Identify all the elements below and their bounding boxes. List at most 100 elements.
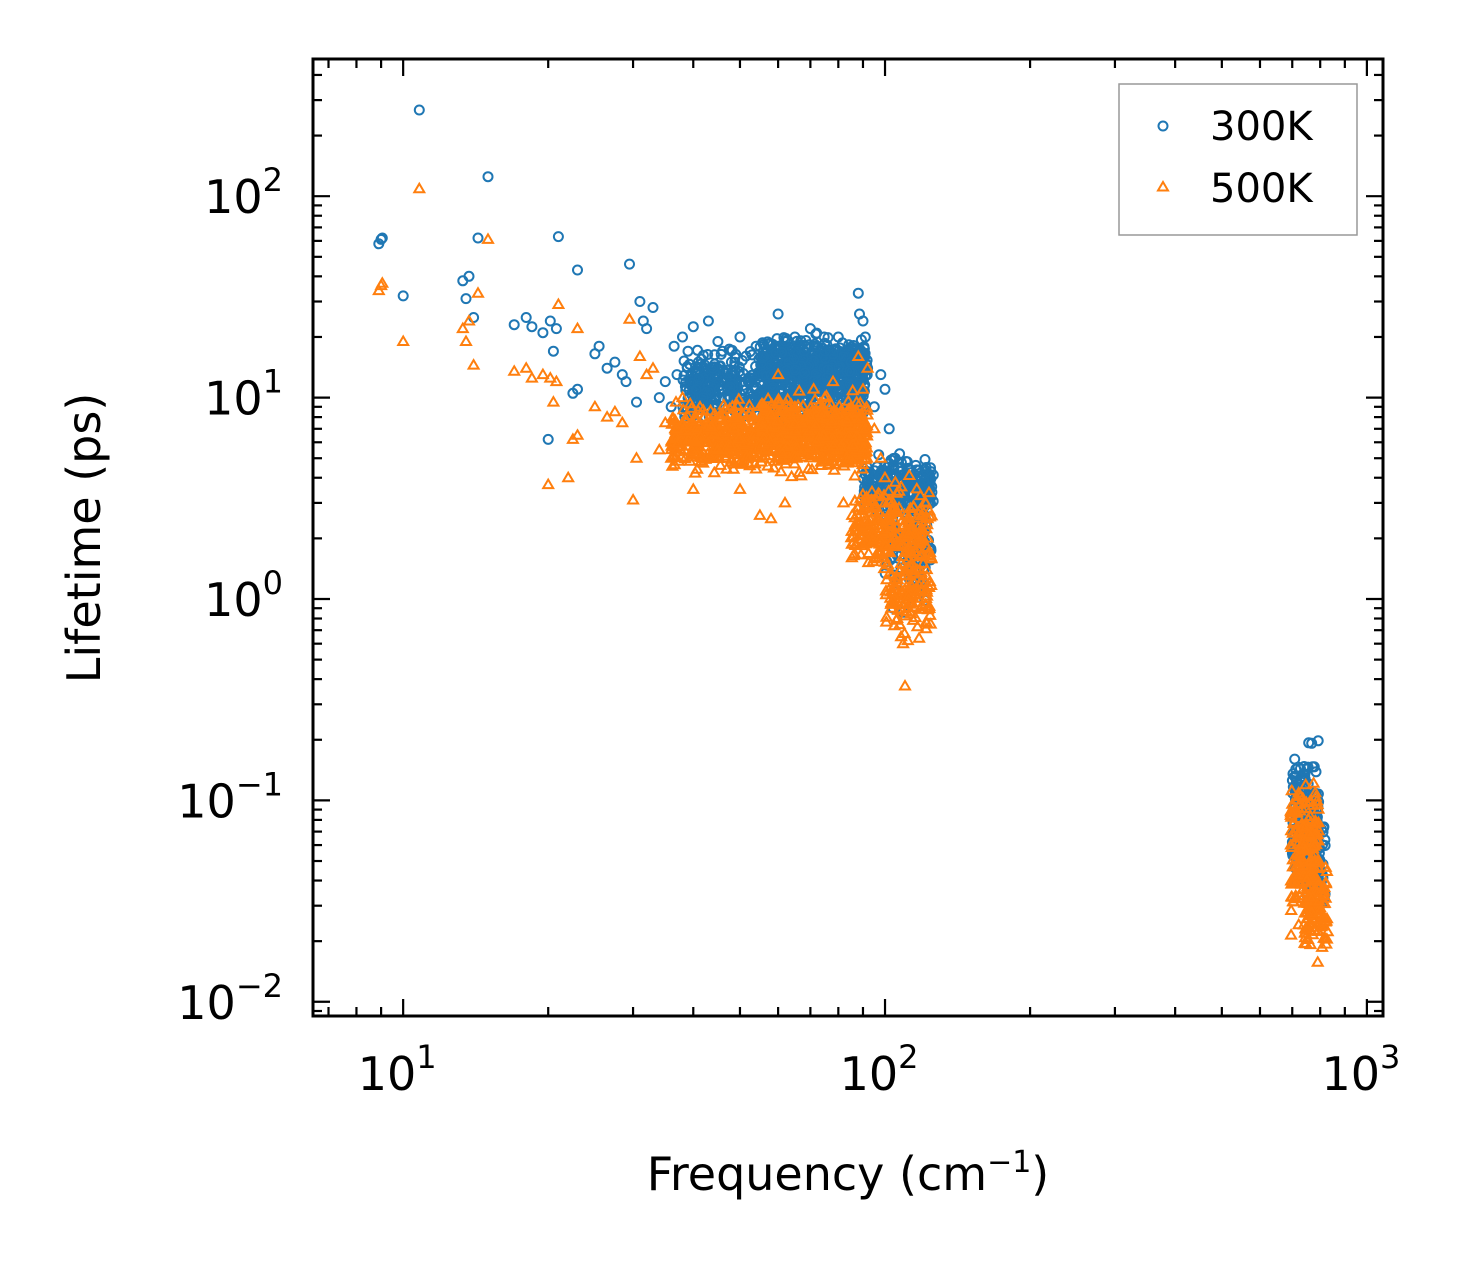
point-500k-621 — [739, 449, 754, 462]
point-500k-1400 — [883, 585, 898, 597]
point-500k-1738 — [622, 312, 637, 324]
point-300k-1633 — [526, 321, 538, 333]
point-500k-410 — [689, 440, 704, 453]
point-300k-1691 — [879, 383, 891, 395]
point-500k-1698 — [1304, 905, 1319, 918]
point-500k-525 — [730, 453, 745, 465]
point-300k-1634 — [537, 327, 549, 339]
point-300k-1624 — [413, 104, 425, 116]
point-300k-1639 — [552, 231, 564, 243]
point-300k-1681 — [832, 331, 844, 343]
point-300k-1632 — [520, 312, 532, 323]
point-500k-1030 — [827, 407, 842, 420]
point-300k-1525 — [1295, 763, 1306, 775]
point-300k-1661 — [682, 345, 694, 357]
point-500k-731 — [668, 413, 682, 425]
scatter-points — [372, 104, 1335, 967]
point-500k-1279 — [887, 501, 902, 513]
point-500k-730 — [716, 417, 730, 429]
point-300k-601 — [724, 381, 736, 393]
point-500k-993 — [797, 435, 811, 448]
legend-label-500k: 500K — [1210, 166, 1314, 212]
point-500k-1305 — [846, 548, 861, 561]
point-500k-1578 — [1299, 795, 1314, 808]
point-300k-1657 — [665, 401, 677, 413]
point-500k-1381 — [918, 575, 933, 587]
point-500k-1278 — [892, 484, 906, 496]
point-500k-517 — [713, 458, 728, 470]
point-500k-1020 — [849, 405, 864, 417]
point-500k-1287 — [881, 557, 895, 570]
point-500k-1755 — [764, 511, 778, 524]
point-500k-1716 — [459, 334, 473, 346]
point-500k-1042 — [790, 441, 804, 453]
point-300k-1664 — [698, 392, 709, 404]
point-500k-1717 — [462, 314, 476, 326]
point-500k-1267 — [867, 551, 881, 564]
point-500k-1610 — [1307, 869, 1322, 881]
point-300k-1645 — [601, 362, 613, 374]
point-500k-721 — [703, 449, 717, 461]
point-500k-1598 — [1292, 859, 1306, 871]
point-500k-1393 — [908, 565, 922, 578]
point-500k-1606 — [1284, 804, 1298, 816]
point-300k-604 — [724, 391, 736, 403]
point-500k-1053 — [824, 413, 839, 426]
point-300k-1665 — [702, 315, 714, 327]
point-500k-1187 — [845, 508, 859, 520]
point-300k-899 — [810, 368, 822, 380]
point-500k-1419 — [924, 551, 938, 564]
point-500k-886 — [801, 461, 816, 474]
point-500k-867 — [808, 392, 822, 405]
point-500k-1768 — [874, 451, 888, 463]
point-500k-1594 — [1296, 819, 1311, 832]
point-500k-1724 — [536, 367, 550, 380]
point-500k-497 — [749, 462, 763, 474]
point-500k-874 — [841, 429, 856, 441]
point-300k-1677 — [798, 345, 810, 357]
point-500k-1754 — [753, 508, 767, 520]
point-500k-1745 — [658, 415, 673, 428]
point-300k-1653 — [641, 323, 653, 335]
point-300k-1671 — [742, 376, 754, 388]
point-500k-1372 — [923, 608, 937, 620]
point-300k-1254 — [869, 472, 881, 484]
point-500k-486 — [733, 455, 747, 468]
point-500k-736 — [732, 431, 746, 444]
point-500k-725 — [727, 410, 741, 423]
point-500k-1390 — [919, 591, 933, 603]
point-500k-1062 — [780, 439, 795, 452]
point-300k-1659 — [671, 369, 683, 381]
point-300k-1692 — [883, 423, 895, 435]
point-500k-671 — [708, 441, 723, 453]
point-500k-1243 — [911, 536, 926, 549]
point-500k-1443 — [1284, 928, 1298, 940]
point-500k-1587 — [1292, 811, 1306, 823]
point-300k-1622 — [376, 232, 388, 244]
point-300k-465 — [680, 376, 692, 388]
point-300k-1627 — [463, 270, 475, 282]
point-500k-1759 — [803, 410, 818, 422]
point-300k-1024 — [799, 367, 811, 379]
point-500k-533 — [726, 462, 741, 474]
point-500k-652 — [734, 437, 749, 450]
point-500k-1300 — [875, 521, 890, 534]
point-500k-1619 — [1306, 873, 1321, 885]
point-300k-648 — [700, 386, 712, 398]
point-500k-1212 — [920, 517, 934, 530]
point-500k-1059 — [778, 404, 793, 417]
point-500k-1780 — [890, 611, 904, 623]
point-500k-1309 — [906, 539, 920, 551]
point-300k-1663 — [692, 356, 704, 368]
point-300k-1669 — [725, 356, 737, 368]
point-500k-1693 — [1299, 936, 1313, 949]
point-500k-929 — [840, 453, 855, 466]
point-500k-1601 — [1291, 825, 1306, 837]
point-300k-1635 — [542, 433, 554, 445]
point-300k-1650 — [631, 396, 642, 408]
point-500k-1290 — [917, 505, 931, 518]
point-500k-1640 — [1310, 955, 1325, 967]
point-300k-1016 — [770, 347, 782, 359]
point-300k-1676 — [789, 331, 801, 343]
point-500k-1776 — [912, 562, 927, 575]
